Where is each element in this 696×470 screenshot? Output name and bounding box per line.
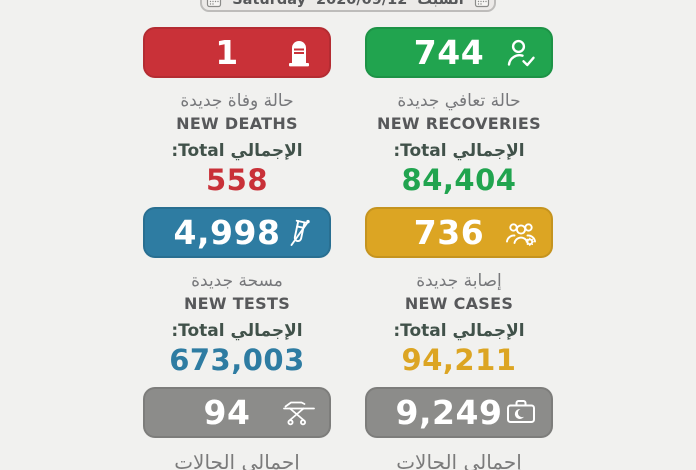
person-check-icon <box>503 35 539 71</box>
tombstone-icon <box>281 35 317 71</box>
date-value: 2020/09/12 <box>316 0 408 8</box>
new-cases-total-label: الإجمالي Total: <box>393 321 525 341</box>
new-recoveries-total-value: 84,404 <box>401 163 517 197</box>
new-recoveries-badge: 744 <box>365 27 553 78</box>
stat-card-new-recoveries: 744 حالة تعافي جديدة NEW RECOVERIES الإج… <box>365 27 553 197</box>
new-recoveries-value: 744 <box>413 33 485 72</box>
left-column: 1 حالة وفاة جديدة NEW DEATHS الإجمالي To… <box>143 27 331 470</box>
test-tube-icon <box>281 215 317 251</box>
new-tests-label-en: NEW TESTS <box>183 294 291 313</box>
new-tests-total-value: 673,003 <box>169 343 305 377</box>
new-deaths-label-ar: حالة وفاة جديدة <box>180 91 294 111</box>
new-tests-value: 4,998 <box>173 213 281 252</box>
date-day-en: Saturday <box>232 0 307 8</box>
under-treatment-badge: 9,249 <box>365 387 553 438</box>
hospitalized-badge: 94 <box>143 387 331 438</box>
date-day-ar: السبت <box>417 0 464 8</box>
medical-bag-icon <box>503 395 539 431</box>
under-treatment-value: 9,249 <box>395 393 503 432</box>
new-recoveries-label-en: NEW RECOVERIES <box>377 114 541 133</box>
new-cases-badge: 736 <box>365 207 553 258</box>
new-tests-badge: 4,998 <box>143 207 331 258</box>
new-cases-label-ar: إصابة جديدة <box>416 271 502 291</box>
new-recoveries-label-ar: حالة تعافي جديدة <box>397 91 521 111</box>
new-cases-value: 736 <box>413 213 485 252</box>
hospitalized-label-ar: إجمالي الحالات <box>174 450 300 470</box>
new-tests-label-ar: مسحة جديدة <box>191 271 283 291</box>
right-column: 744 حالة تعافي جديدة NEW RECOVERIES الإج… <box>365 27 553 470</box>
calendar-icon[interactable] <box>474 0 490 8</box>
under-treatment-label-ar: إجمالي الحالات <box>396 450 522 470</box>
stat-card-under-treatment: 9,249 إجمالي الحالات <box>365 387 553 470</box>
stretcher-icon <box>281 395 317 431</box>
people-virus-icon <box>503 215 539 251</box>
new-recoveries-total-label: الإجمالي Total: <box>393 141 525 161</box>
new-cases-total-value: 94,211 <box>401 343 517 377</box>
new-deaths-total-label: الإجمالي Total: <box>171 141 303 161</box>
new-deaths-value: 1 <box>215 33 239 72</box>
stat-card-hospitalized: 94 إجمالي الحالات <box>143 387 331 470</box>
new-deaths-label-en: NEW DEATHS <box>176 114 298 133</box>
stat-card-new-cases: 736 إصابة جديدة <box>365 207 553 377</box>
new-deaths-total-value: 558 <box>205 163 269 197</box>
new-deaths-badge: 1 <box>143 27 331 78</box>
stat-card-new-tests: 4,998 مسحة جديدة <box>143 207 331 377</box>
hospitalized-value: 94 <box>203 393 251 432</box>
date-bar: Saturday 2020/09/12 السبت <box>200 0 496 12</box>
new-cases-label-en: NEW CASES <box>404 294 514 313</box>
stat-card-new-deaths: 1 حالة وفاة جديدة NEW DEATHS الإجمالي To… <box>143 27 331 197</box>
new-tests-total-label: الإجمالي Total: <box>171 321 303 341</box>
calendar-icon[interactable] <box>206 0 222 8</box>
